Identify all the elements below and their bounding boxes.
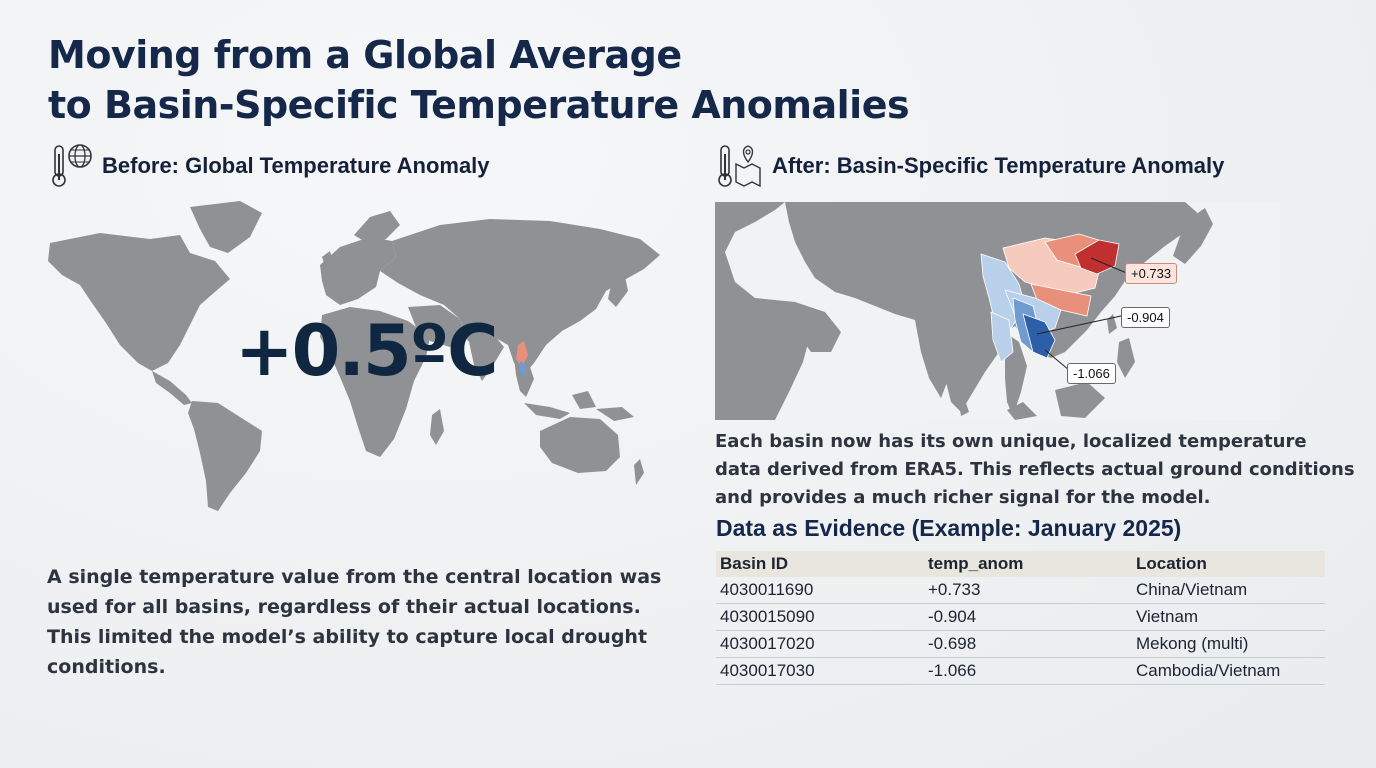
- table-row: 4030017020 -0.698 Mekong (multi): [716, 630, 1325, 658]
- cell-basin-id: 4030011690: [716, 577, 924, 604]
- cell-location: China/Vietnam: [1132, 577, 1325, 604]
- cell-temp-anom: -1.066: [924, 657, 1132, 685]
- after-description: Each basin now has its own unique, local…: [715, 428, 1355, 512]
- before-description-line: This limited the model’s ability to capt…: [47, 626, 648, 648]
- regional-map: +0.733 -0.904 -1.066: [715, 202, 1280, 420]
- page-title-line-1: Moving from a Global Average: [48, 33, 682, 77]
- evidence-table: Basin ID temp_anom Location 4030011690 +…: [716, 551, 1325, 685]
- thermometer-globe-icon: [52, 144, 92, 187]
- before-description-line: A single temperature value from the cent…: [47, 566, 662, 588]
- before-heading: Before: Global Temperature Anomaly: [50, 142, 490, 190]
- after-description-line: and provides a much richer signal for th…: [715, 487, 1211, 508]
- column-header-temp-anom: temp_anom: [924, 551, 1132, 577]
- callout-cool-basin: -0.904: [1121, 307, 1170, 328]
- cell-basin-id: 4030015090: [716, 603, 924, 631]
- before-heading-text: Before: Global Temperature Anomaly: [102, 153, 490, 178]
- after-description-line: Each basin now has its own unique, local…: [715, 431, 1307, 452]
- regional-map-svg: [715, 202, 1213, 420]
- table-row: 4030011690 +0.733 China/Vietnam: [716, 577, 1325, 604]
- cell-basin-id: 4030017030: [716, 657, 924, 685]
- table-row: 4030017030 -1.066 Cambodia/Vietnam: [716, 657, 1325, 685]
- before-description: A single temperature value from the cent…: [47, 562, 667, 682]
- cell-temp-anom: -0.698: [924, 630, 1132, 658]
- evidence-title: Data as Evidence (Example: January 2025): [716, 515, 1182, 541]
- after-heading-text: After: Basin-Specific Temperature Anomal…: [772, 153, 1225, 178]
- page-title-line-2: to Basin-Specific Temperature Anomalies: [48, 83, 910, 127]
- cell-temp-anom: -0.904: [924, 603, 1132, 631]
- column-header-basin-id: Basin ID: [716, 551, 924, 577]
- world-map: [48, 201, 660, 511]
- cell-location: Mekong (multi): [1132, 630, 1325, 658]
- column-header-location: Location: [1132, 551, 1325, 577]
- table-header-row: Basin ID temp_anom Location: [716, 551, 1325, 577]
- cell-basin-id: 4030017020: [716, 630, 924, 658]
- after-description-line: data derived from ERA5. This reflects ac…: [715, 459, 1355, 480]
- callout-coolest-basin: -1.066: [1067, 363, 1116, 384]
- callout-warm-basin: +0.733: [1125, 263, 1178, 284]
- cell-location: Vietnam: [1132, 603, 1325, 631]
- cell-temp-anom: +0.733: [924, 577, 1132, 604]
- before-description-line: used for all basins, regardless of their…: [47, 596, 641, 618]
- cell-location: Cambodia/Vietnam: [1132, 657, 1325, 685]
- global-anomaly-value: +0.5ºC: [235, 310, 499, 392]
- page-title: Moving from a Global Average to Basin-Sp…: [48, 30, 910, 130]
- thermometer-map-pin-icon: [718, 145, 761, 188]
- after-heading: After: Basin-Specific Temperature Anomal…: [716, 142, 1224, 190]
- table-row: 4030015090 -0.904 Vietnam: [716, 603, 1325, 631]
- before-description-line: conditions.: [47, 656, 166, 678]
